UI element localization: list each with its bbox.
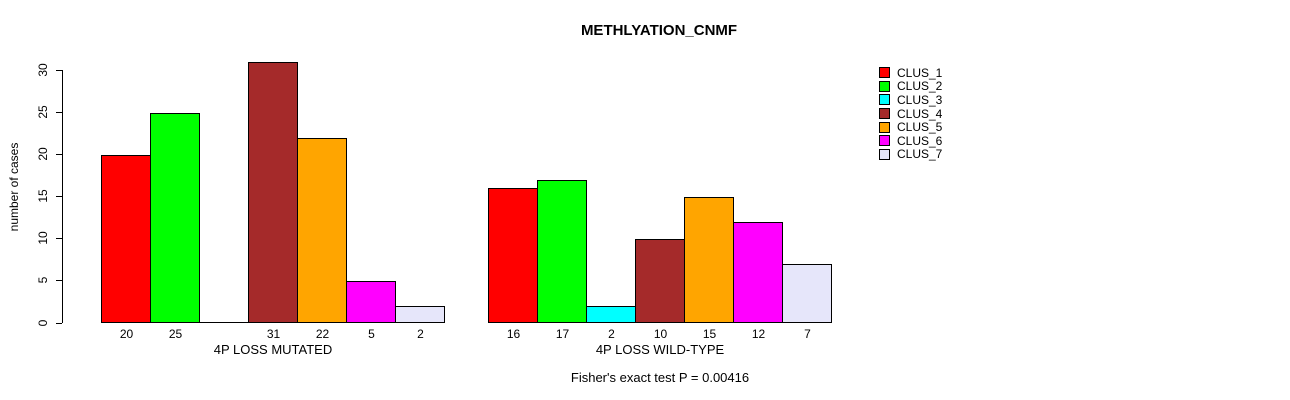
y-tick-label-15: 15: [36, 189, 50, 203]
bar-clus_1-group2: [488, 188, 538, 323]
legend-item-clus_2: CLUS_2: [879, 80, 942, 94]
y-tick-label-25: 25: [36, 105, 50, 119]
legend-label: CLUS_2: [897, 79, 943, 94]
fisher-test-note: Fisher's exact test P = 0.00416: [570, 370, 750, 385]
chart-title: METHLYATION_CNMF: [580, 22, 738, 39]
bar-value-label: 15: [702, 327, 717, 341]
bar-value-label: 20: [119, 327, 134, 341]
legend-label: CLUS_6: [897, 133, 943, 148]
legend: CLUS_1 CLUS_2 CLUS_3 CLUS_4 CLUS_5 CLUS_6 CLUS…: [879, 66, 942, 161]
y-tick-15: [56, 196, 62, 197]
legend-item-clus_1: CLUS_1: [879, 66, 942, 80]
legend-item-clus_6: CLUS_6: [879, 134, 942, 148]
bar-clus_1-group1: [101, 155, 151, 323]
bar-clus_5-group1: [297, 138, 347, 323]
bar-clus_7-group2: [782, 264, 832, 323]
bar-clus_4-group2: [635, 239, 685, 323]
y-tick-30: [56, 70, 62, 71]
y-axis: [62, 70, 63, 323]
bar-value-label: 12: [751, 327, 766, 341]
legend-swatch-clus_4-icon: [879, 108, 890, 120]
legend-label: CLUS_7: [897, 147, 943, 162]
y-tick-label-20: 20: [36, 147, 50, 161]
bar-value-label: 17: [555, 327, 570, 341]
bar-value-label: 7: [804, 327, 811, 341]
bar-clus_4-group1: [248, 62, 298, 323]
legend-item-clus_4: CLUS_4: [879, 107, 942, 121]
bar-value-label: 16: [506, 327, 521, 341]
group-label-2: 4P LOSS WILD-TYPE: [595, 342, 725, 357]
legend-swatch-clus_7-icon: [879, 148, 890, 160]
legend-item-clus_3: CLUS_3: [879, 93, 942, 107]
y-axis-label: number of cases: [7, 142, 21, 232]
y-tick-0: [56, 323, 62, 324]
y-tick-25: [56, 112, 62, 113]
legend-item-clus_7: CLUS_7: [879, 148, 942, 162]
group-label-1: 4P LOSS MUTATED: [213, 342, 333, 357]
bar-value-label: 2: [417, 327, 424, 341]
y-tick-label-30: 30: [36, 63, 50, 77]
y-tick-label-5: 5: [36, 276, 50, 284]
legend-swatch-clus_3-icon: [879, 94, 890, 106]
bar-clus_3-group2: [586, 306, 636, 323]
bar-value-label: 5: [368, 327, 375, 341]
legend-swatch-clus_6-icon: [879, 135, 890, 147]
bar-clus_2-group1: [150, 113, 200, 323]
legend-swatch-clus_1-icon: [879, 67, 890, 79]
legend-label: CLUS_4: [897, 106, 943, 121]
bar-clus_6-group2: [733, 222, 783, 323]
legend-swatch-clus_5-icon: [879, 121, 890, 133]
y-tick-label-0: 0: [36, 319, 50, 327]
y-tick-10: [56, 238, 62, 239]
bar-clus_5-group2: [684, 197, 734, 323]
legend-label: CLUS_1: [897, 65, 943, 80]
bar-value-label: 31: [266, 327, 281, 341]
y-tick-5: [56, 280, 62, 281]
bar-clus_3-group1-zero: [199, 322, 249, 323]
bar-value-label: 10: [653, 327, 668, 341]
y-tick-20: [56, 154, 62, 155]
bar-value-label: 25: [168, 327, 183, 341]
bar-clus_7-group1: [395, 306, 445, 323]
bar-value-label: 22: [315, 327, 330, 341]
legend-item-clus_5: CLUS_5: [879, 120, 942, 134]
y-tick-label-10: 10: [36, 231, 50, 245]
legend-label: CLUS_5: [897, 120, 943, 135]
bar-value-label: 2: [608, 327, 615, 341]
legend-swatch-clus_2-icon: [879, 80, 890, 92]
bar-clus_6-group1: [346, 281, 396, 323]
bar-clus_2-group2: [537, 180, 587, 323]
legend-label: CLUS_3: [897, 92, 943, 107]
